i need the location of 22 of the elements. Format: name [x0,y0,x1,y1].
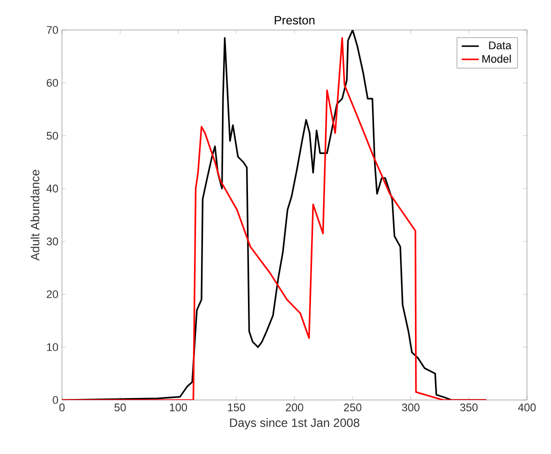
y-tick-label: 70 [46,26,58,34]
y-tick-label: 60 [46,78,58,87]
y-axis-title: Adult Abundance [30,170,40,261]
legend-label: Model [482,54,511,63]
x-tick-label: 250 [344,404,362,412]
x-tick-label: 400 [518,404,536,412]
chart-title: Preston [274,16,314,24]
x-tick-label: 200 [286,404,304,412]
y-tick-label: 40 [46,184,58,192]
x-tick-label: 350 [460,404,478,412]
x-tick-label: 300 [402,404,420,412]
x-tick-label: 50 [114,404,126,412]
y-tick-label: 50 [46,132,58,140]
x-tick-label: 0 [59,404,65,412]
y-tick-label: 10 [47,343,58,352]
x-axis-title: Days since 1st Jan 2008 [230,418,360,430]
x-tick-label: 100 [170,404,187,412]
legend-label: Data [489,42,512,50]
y-tick-label: 20 [46,290,58,298]
y-tick-label: 0 [52,396,58,404]
y-tick-label: 30 [46,238,58,246]
x-tick-label: 150 [228,404,246,412]
